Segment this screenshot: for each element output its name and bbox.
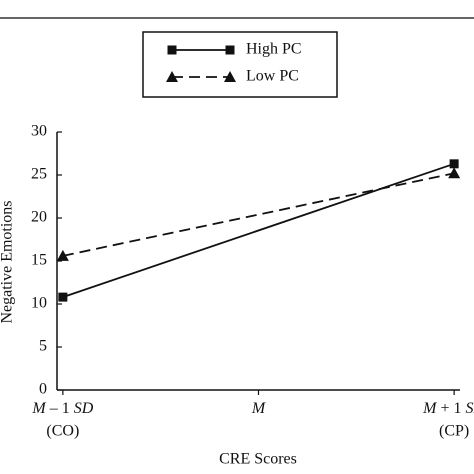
series-line [62, 172, 455, 257]
legend-marker [167, 45, 177, 55]
y-tick-label: 30 [31, 123, 47, 140]
legend-marker [166, 71, 178, 82]
legend-label: High PC [246, 41, 302, 58]
y-tick-label: 5 [39, 338, 47, 355]
x-tick-label: M – 1 SD [31, 400, 93, 417]
legend-label: Low PC [246, 68, 299, 85]
marker [58, 292, 68, 302]
x-tick-note: (CO) [46, 423, 79, 440]
legend-marker [225, 45, 235, 55]
x-tick-label: M + 1 SD [422, 400, 474, 417]
y-axis-title: Negative Emotions [0, 200, 16, 323]
marker [449, 159, 459, 169]
legend-box [142, 31, 338, 98]
y-tick-label: 0 [39, 381, 47, 398]
x-tick-label: M [251, 400, 267, 417]
series-line [62, 162, 455, 298]
marker [448, 167, 461, 179]
legend-marker [224, 71, 236, 82]
y-tick-label: 25 [31, 166, 47, 183]
marker [56, 249, 69, 261]
y-tick-label: 15 [31, 252, 47, 269]
y-tick-label: 20 [31, 209, 47, 226]
x-tick-note: (CP) [439, 423, 469, 440]
y-tick-label: 10 [31, 295, 47, 312]
x-axis-title: CRE Scores [219, 451, 297, 468]
